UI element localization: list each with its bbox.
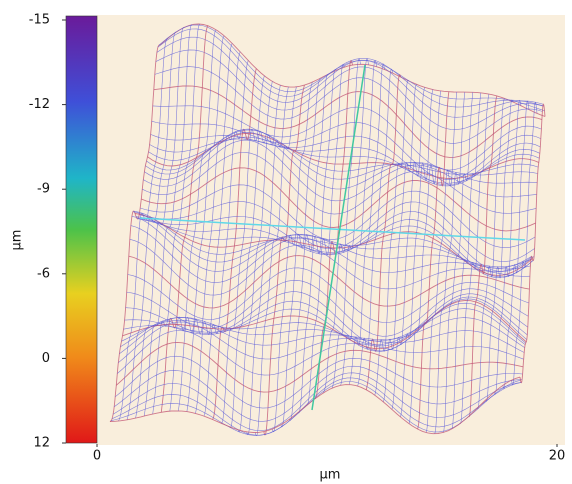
- x-axis-label: μm: [320, 468, 341, 483]
- mesh-line: [115, 355, 523, 409]
- mesh-line: [494, 99, 522, 395]
- colorbar-tick-label: 12: [33, 436, 50, 451]
- mesh-line: [109, 376, 521, 435]
- surface-mesh: [109, 23, 546, 437]
- colorbar-tick-label: -12: [29, 97, 50, 112]
- y-axis-label: μm: [10, 230, 25, 251]
- mesh-line: [485, 99, 514, 402]
- mesh-line: [114, 365, 523, 422]
- colorbar-tick-label: -9: [37, 182, 50, 197]
- cross-line: [139, 217, 526, 241]
- colorbar-tick-label: 0: [42, 351, 50, 366]
- mesh-line: [110, 379, 521, 436]
- mesh-line: [511, 101, 538, 386]
- x-tick-label: 20: [549, 449, 566, 464]
- mesh-line: [112, 372, 522, 431]
- mesh-line: [460, 94, 490, 424]
- colorbar-tick-label: -15: [29, 13, 50, 28]
- cross-line: [311, 64, 366, 411]
- plot-background: [97, 15, 565, 445]
- x-tick-label: 0: [93, 449, 101, 464]
- colorbar: [65, 15, 98, 444]
- colorbar-tick-label: -6: [37, 266, 50, 281]
- mesh-line: [502, 100, 530, 390]
- mesh-line: [519, 103, 546, 384]
- mesh-line: [451, 92, 482, 430]
- mesh-line: [111, 377, 522, 436]
- mesh-line: [468, 95, 498, 418]
- mesh-line: [477, 98, 506, 410]
